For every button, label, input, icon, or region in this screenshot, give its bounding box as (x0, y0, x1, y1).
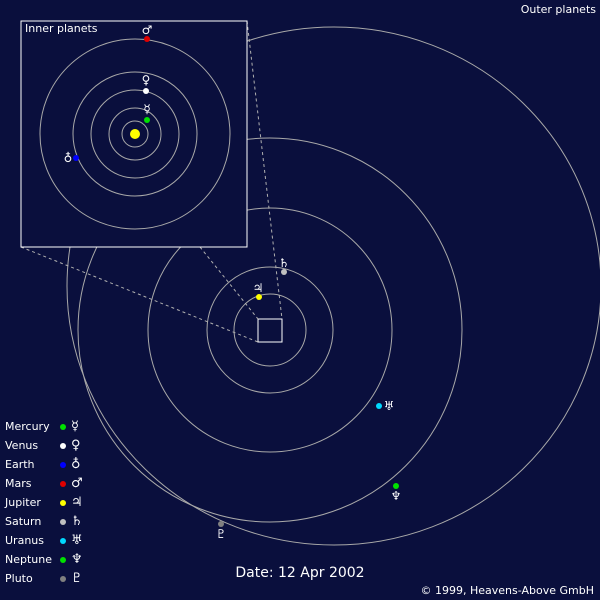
saturn-symbol-icon: ♄ (71, 514, 83, 529)
pluto-symbol-icon: ♇ (71, 571, 83, 586)
legend-color-dot (60, 443, 66, 449)
pluto-orbit (66, 26, 600, 546)
venus-orbit (108, 107, 162, 161)
legend-label: Pluto (5, 572, 33, 585)
venus-symbol-icon: ♀ (71, 438, 81, 453)
inner-region-box (257, 318, 283, 343)
inner-orbits (39, 38, 231, 230)
legend-label: Mars (5, 477, 32, 490)
zoom-line (20, 246, 259, 343)
planet-marks: ♃ ♄ ♅ ♆ ♇ ☿ ♀ ♁ ♂ (64, 23, 402, 541)
uranus-marker (376, 403, 382, 409)
inner-planets-title: Inner planets (25, 22, 98, 35)
pluto-symbol-icon: ♇ (216, 527, 227, 541)
legend-color-dot (60, 557, 66, 563)
legend-label: Neptune (5, 553, 53, 566)
uranus-orbit (147, 207, 393, 453)
mars-symbol-icon: ♂ (142, 23, 153, 37)
mercury-marker (144, 117, 150, 123)
mercury-symbol-icon: ☿ (71, 419, 79, 434)
mars-orbit (39, 38, 231, 230)
earth-marker (73, 155, 79, 161)
legend-label: Mercury (5, 420, 50, 433)
jupiter-symbol-icon: ♃ (71, 495, 83, 510)
neptune-orbit (77, 137, 463, 523)
jupiter-marker (256, 294, 262, 300)
mid-orbit (72, 71, 198, 197)
legend-color-dot (60, 519, 66, 525)
legend-color-dot (60, 538, 66, 544)
earth-symbol-icon: ♁ (71, 457, 81, 472)
legend-color-dot (60, 576, 66, 582)
date-label: Date: 12 Apr 2002 (235, 565, 365, 581)
mars-symbol-icon: ♂ (71, 476, 83, 491)
neptune-symbol-icon: ♆ (71, 552, 83, 567)
venus-symbol-icon: ♀ (142, 73, 151, 87)
jupiter-symbol-icon: ♃ (253, 281, 264, 295)
legend-label: Venus (5, 439, 39, 452)
neptune-symbol-icon: ♆ (391, 489, 402, 503)
mercury-symbol-icon: ☿ (143, 102, 150, 116)
legend-color-dot (60, 424, 66, 430)
legend-label: Earth (5, 458, 35, 471)
zoom-line (246, 20, 283, 320)
earth-symbol-icon: ♁ (64, 151, 73, 165)
legend-label: Uranus (5, 534, 44, 547)
venus-marker (143, 88, 149, 94)
jupiter-orbit (233, 293, 307, 367)
copyright-notice: © 1999, Heavens-Above GmbH (420, 584, 594, 597)
neptune-marker (393, 483, 399, 489)
earth-orbit (90, 89, 180, 179)
legend-color-dot (60, 462, 66, 468)
legend-color-dot (60, 481, 66, 487)
sun (130, 129, 140, 139)
legend-label: Jupiter (5, 496, 41, 509)
pluto-marker (218, 521, 224, 527)
uranus-symbol-icon: ♅ (384, 399, 395, 413)
legend-color-dot (60, 500, 66, 506)
outer-orbits (66, 26, 600, 546)
zoom-line (199, 246, 259, 320)
saturn-marker (281, 269, 287, 275)
mercury-orbit (121, 120, 149, 148)
outer-planets-title: Outer planets (520, 3, 596, 16)
legend-label: Saturn (5, 515, 42, 528)
uranus-symbol-icon: ♅ (71, 533, 83, 548)
saturn-symbol-icon: ♄ (279, 256, 290, 270)
saturn-orbit (206, 266, 334, 394)
zoom-connector-lines (20, 20, 283, 343)
mars-marker (144, 36, 150, 42)
